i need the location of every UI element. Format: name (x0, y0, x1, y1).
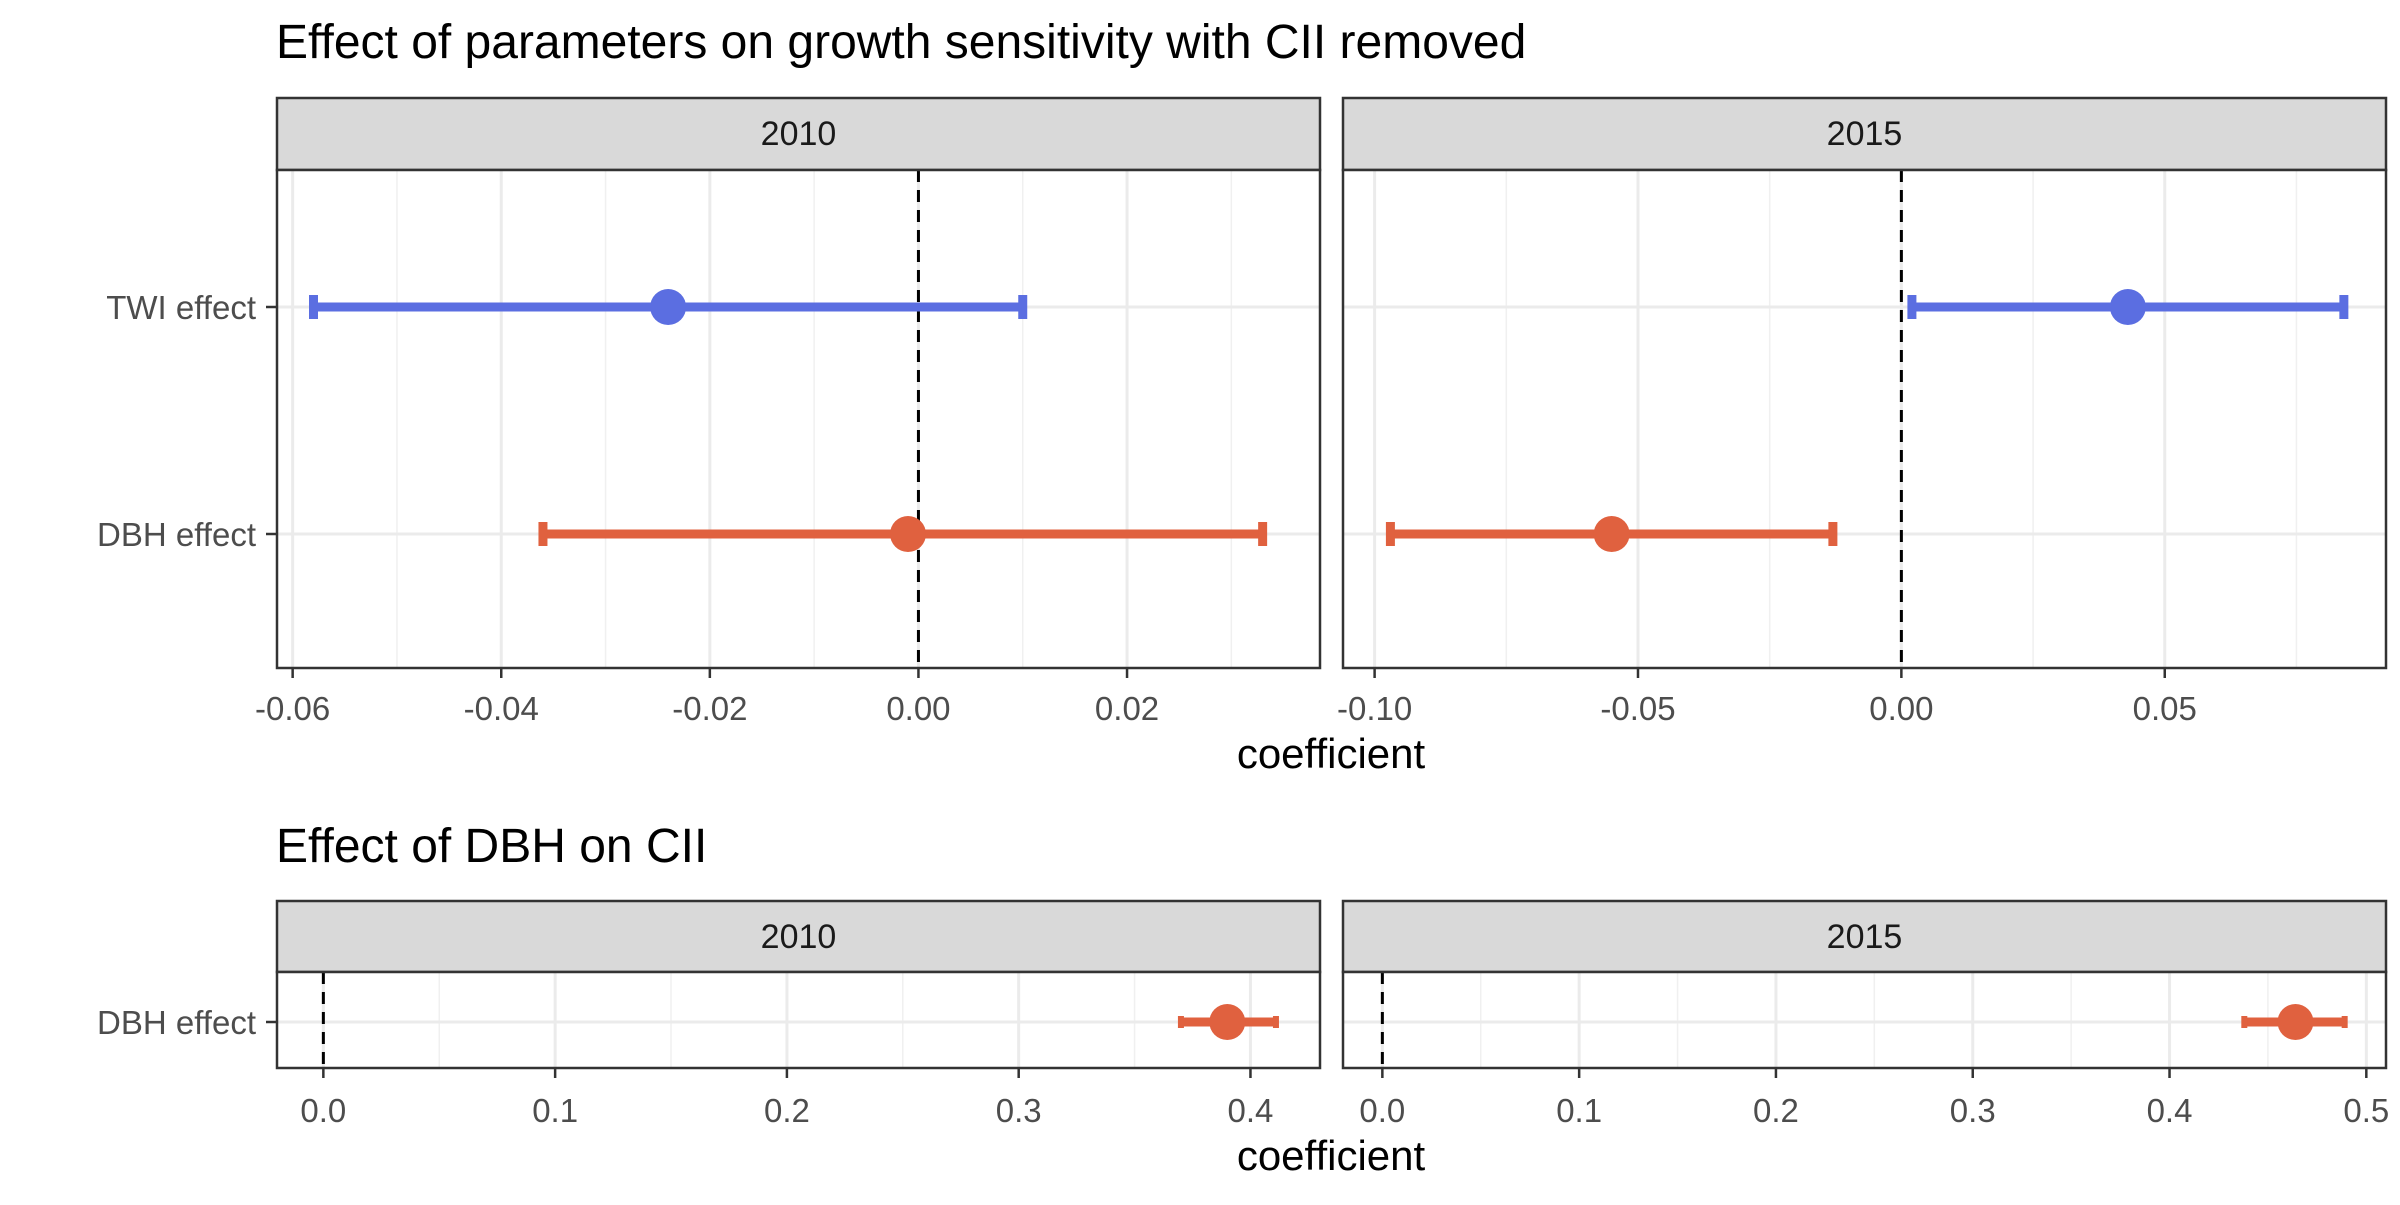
x-tick-label: 0.4 (2147, 1092, 2193, 1129)
x-tick-label: -0.05 (1600, 690, 1675, 727)
bottom-title: Effect of DBH on CII (276, 820, 707, 873)
facet-panel-border (275, 970, 1322, 1070)
facet-strip-label: 2015 (1827, 918, 1903, 956)
top-facet-2015: 2015 (1341, 96, 2388, 670)
bottom-section: Effect of DBH on CII 2010 2015 DBH effec… (97, 820, 2388, 1179)
point-estimate-dbh-effect (890, 516, 927, 552)
top-facet-2010: 2010 (275, 96, 1322, 670)
x-tick-label: 0.00 (1869, 690, 1933, 727)
x-tick-label: 0.5 (2343, 1092, 2389, 1129)
y-tick-label-dbh-effect: DBH effect (97, 1004, 256, 1041)
x-tick-label: 0.1 (1556, 1092, 1602, 1129)
facet-panel-border (1341, 970, 2388, 1070)
facet-strip (1341, 96, 2388, 172)
x-tick-label: 0.1 (532, 1092, 578, 1129)
point-estimate-twi-effect (650, 289, 687, 325)
point-estimate-dbh-effect (1593, 516, 1630, 552)
x-tick-label: 0.3 (1950, 1092, 1996, 1129)
facet-panel-border (1341, 168, 2388, 670)
facet-plot-area (277, 170, 1320, 668)
bottom-facet-2015: 2015 (1341, 899, 2388, 1070)
panel-background (1343, 972, 2386, 1068)
panel-background (277, 170, 1320, 668)
x-tick-label: -0.02 (672, 690, 747, 727)
facet-strip (275, 96, 1322, 172)
panel-background (1343, 170, 2386, 668)
bottom-facet-2010: 2010 (275, 899, 1322, 1070)
point-estimate-twi-effect (2109, 289, 2146, 325)
x-tick-label: -0.06 (255, 690, 330, 727)
panel-background (277, 972, 1320, 1068)
x-tick-label: 0.3 (996, 1092, 1042, 1129)
facet-panel-border (275, 168, 1322, 670)
x-tick-label: 0.2 (764, 1092, 810, 1129)
x-axis-title: coefficient (1237, 1132, 1426, 1179)
facet-plot-area (1343, 972, 2386, 1068)
y-axis-labels: DBH effect (97, 1004, 277, 1041)
x-tick-label: 0.4 (1228, 1092, 1274, 1129)
y-axis-labels: TWI effect DBH effect (97, 289, 277, 553)
point-estimate-dbh-effect (2277, 1004, 2314, 1040)
y-tick-label-twi-effect: TWI effect (106, 289, 256, 326)
facet-strip-label: 2010 (761, 115, 837, 153)
facet-strip-label: 2015 (1827, 115, 1903, 153)
x-tick-label: 0.05 (2133, 690, 2197, 727)
x-axis-title: coefficient (1237, 730, 1426, 777)
x-tick-label: -0.04 (464, 690, 539, 727)
x-tick-label: 0.2 (1753, 1092, 1799, 1129)
facet-plot-area (277, 972, 1320, 1068)
facet-strip-label: 2010 (761, 918, 837, 956)
top-section: Effect of parameters on growth sensitivi… (97, 16, 2388, 777)
facet-plot-area (1343, 170, 2386, 668)
top-title: Effect of parameters on growth sensitivi… (276, 16, 1526, 69)
x-tick-label: 0.02 (1095, 690, 1159, 727)
x-tick-label: -0.10 (1337, 690, 1412, 727)
x-tick-label: 0.0 (1359, 1092, 1405, 1129)
point-estimate-dbh-effect (1209, 1004, 1246, 1040)
x-tick-label: 0.00 (886, 690, 950, 727)
x-tick-label: 0.0 (300, 1092, 346, 1129)
y-tick-label-dbh-effect: DBH effect (97, 516, 256, 553)
